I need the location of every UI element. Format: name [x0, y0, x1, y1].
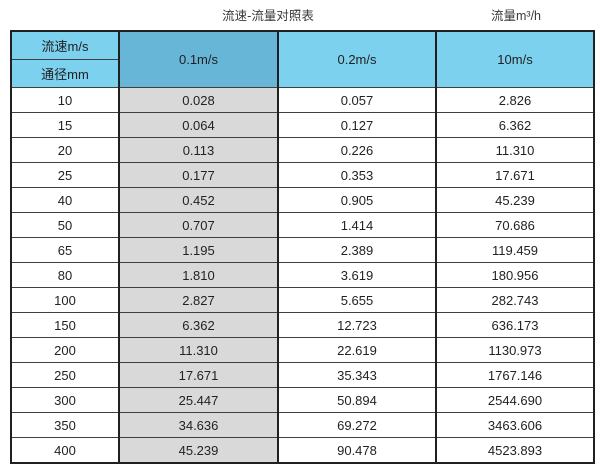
diameter-cell: 200 — [10, 337, 120, 363]
corner-cell-velocity: 流速m/s — [10, 30, 120, 60]
diameter-cell: 300 — [10, 387, 120, 413]
column-header-0-2ms: 0.2m/s — [277, 30, 437, 88]
flow-value-cell: 69.272 — [277, 412, 437, 438]
flow-value-cell: 22.619 — [277, 337, 437, 363]
header-row-bottom: 通径mm — [10, 59, 594, 88]
flow-value-cell: 180.956 — [435, 262, 595, 288]
flow-value-cell: 11.310 — [435, 137, 595, 163]
flow-value-cell: 0.064 — [118, 112, 279, 138]
flow-value-cell: 2.827 — [118, 287, 279, 313]
flow-value-cell: 4523.893 — [435, 437, 595, 464]
flow-value-cell: 50.894 — [277, 387, 437, 413]
flow-value-cell: 1.414 — [277, 212, 437, 238]
flow-value-cell: 0.113 — [118, 137, 279, 163]
column-header-10ms: 10m/s — [435, 30, 595, 88]
flow-value-cell: 17.671 — [435, 162, 595, 188]
diameter-cell: 350 — [10, 412, 120, 438]
column-header-0-1ms: 0.1m/s — [118, 30, 279, 88]
flow-value-cell: 2.826 — [435, 87, 595, 113]
flow-value-cell: 6.362 — [118, 312, 279, 338]
flow-value-cell: 0.452 — [118, 187, 279, 213]
flow-value-cell: 1.810 — [118, 262, 279, 288]
diameter-cell: 100 — [10, 287, 120, 313]
corner-cell-diameter: 通径mm — [10, 59, 120, 88]
diameter-cell: 40 — [10, 187, 120, 213]
flow-rate-table: 流速m/s 0.1m/s 0.2m/s 10m/s 通径mm 10 0.028 0.… — [10, 30, 595, 464]
table-row: 10 0.028 0.057 2.826 — [10, 87, 595, 113]
flow-value-cell: 1.195 — [118, 237, 279, 263]
flow-value-cell: 636.173 — [435, 312, 595, 338]
header-row-top: 流速m/s 0.1m/s 0.2m/s 10m/s — [10, 30, 595, 88]
diameter-cell: 400 — [10, 437, 120, 464]
flow-value-cell: 0.127 — [277, 112, 437, 138]
flow-value-cell: 17.671 — [118, 362, 279, 388]
flow-value-cell: 45.239 — [118, 437, 279, 464]
table-row: 80 1.810 3.619 180.956 — [10, 262, 595, 288]
diameter-cell: 250 — [10, 362, 120, 388]
flow-value-cell: 0.353 — [277, 162, 437, 188]
flow-value-cell: 11.310 — [118, 337, 279, 363]
diameter-cell: 25 — [10, 162, 120, 188]
table-row: 400 45.239 90.478 4523.893 — [10, 437, 595, 464]
flow-value-cell: 3.619 — [277, 262, 437, 288]
flow-value-cell: 70.686 — [435, 212, 595, 238]
diameter-cell: 50 — [10, 212, 120, 238]
flow-value-cell: 0.707 — [118, 212, 279, 238]
diameter-cell: 65 — [10, 237, 120, 263]
flow-value-cell: 3463.606 — [435, 412, 595, 438]
flow-value-cell: 1130.973 — [435, 337, 595, 363]
table-row: 15 0.064 0.127 6.362 — [10, 112, 595, 138]
table-row: 150 6.362 12.723 636.173 — [10, 312, 595, 338]
flow-value-cell: 34.636 — [118, 412, 279, 438]
diameter-cell: 150 — [10, 312, 120, 338]
table-row: 200 11.310 22.619 1130.973 — [10, 337, 595, 363]
table-row: 300 25.447 50.894 2544.690 — [10, 387, 595, 413]
flow-value-cell: 2544.690 — [435, 387, 595, 413]
flow-unit-label: 流量m³/h — [490, 9, 542, 23]
flow-value-cell: 0.177 — [118, 162, 279, 188]
flow-value-cell: 25.447 — [118, 387, 279, 413]
flow-value-cell: 5.655 — [277, 287, 437, 313]
flow-value-cell: 45.239 — [435, 187, 595, 213]
diameter-cell: 10 — [10, 87, 120, 113]
table-row: 250 17.671 35.343 1767.146 — [10, 362, 595, 388]
flow-value-cell: 35.343 — [277, 362, 437, 388]
table-row: 50 0.707 1.414 70.686 — [10, 212, 595, 238]
page-title: 流速-流量对照表 — [222, 9, 314, 23]
table-row: 25 0.177 0.353 17.671 — [10, 162, 595, 188]
table-body: 10 0.028 0.057 2.826 15 0.064 0.127 6.362 20 0.11… — [10, 87, 595, 464]
diameter-cell: 20 — [10, 137, 120, 163]
flow-value-cell: 0.028 — [118, 87, 279, 113]
table-row: 65 1.195 2.389 119.459 — [10, 237, 595, 263]
table-row: 40 0.452 0.905 45.239 — [10, 187, 595, 213]
flow-value-cell: 0.226 — [277, 137, 437, 163]
flow-value-cell: 1767.146 — [435, 362, 595, 388]
diameter-cell: 15 — [10, 112, 120, 138]
table-header: 流速m/s 0.1m/s 0.2m/s 10m/s 通径mm — [10, 30, 595, 88]
flow-value-cell: 90.478 — [277, 437, 437, 464]
flow-value-cell: 2.389 — [277, 237, 437, 263]
flow-value-cell: 0.905 — [277, 187, 437, 213]
flow-value-cell: 12.723 — [277, 312, 437, 338]
flow-value-cell: 119.459 — [435, 237, 595, 263]
flow-value-cell: 0.057 — [277, 87, 437, 113]
diameter-cell: 80 — [10, 262, 120, 288]
table-row: 20 0.113 0.226 11.310 — [10, 137, 595, 163]
table-row: 350 34.636 69.272 3463.606 — [10, 412, 595, 438]
flow-value-cell: 282.743 — [435, 287, 595, 313]
table-row: 100 2.827 5.655 282.743 — [10, 287, 595, 313]
flow-value-cell: 6.362 — [435, 112, 595, 138]
